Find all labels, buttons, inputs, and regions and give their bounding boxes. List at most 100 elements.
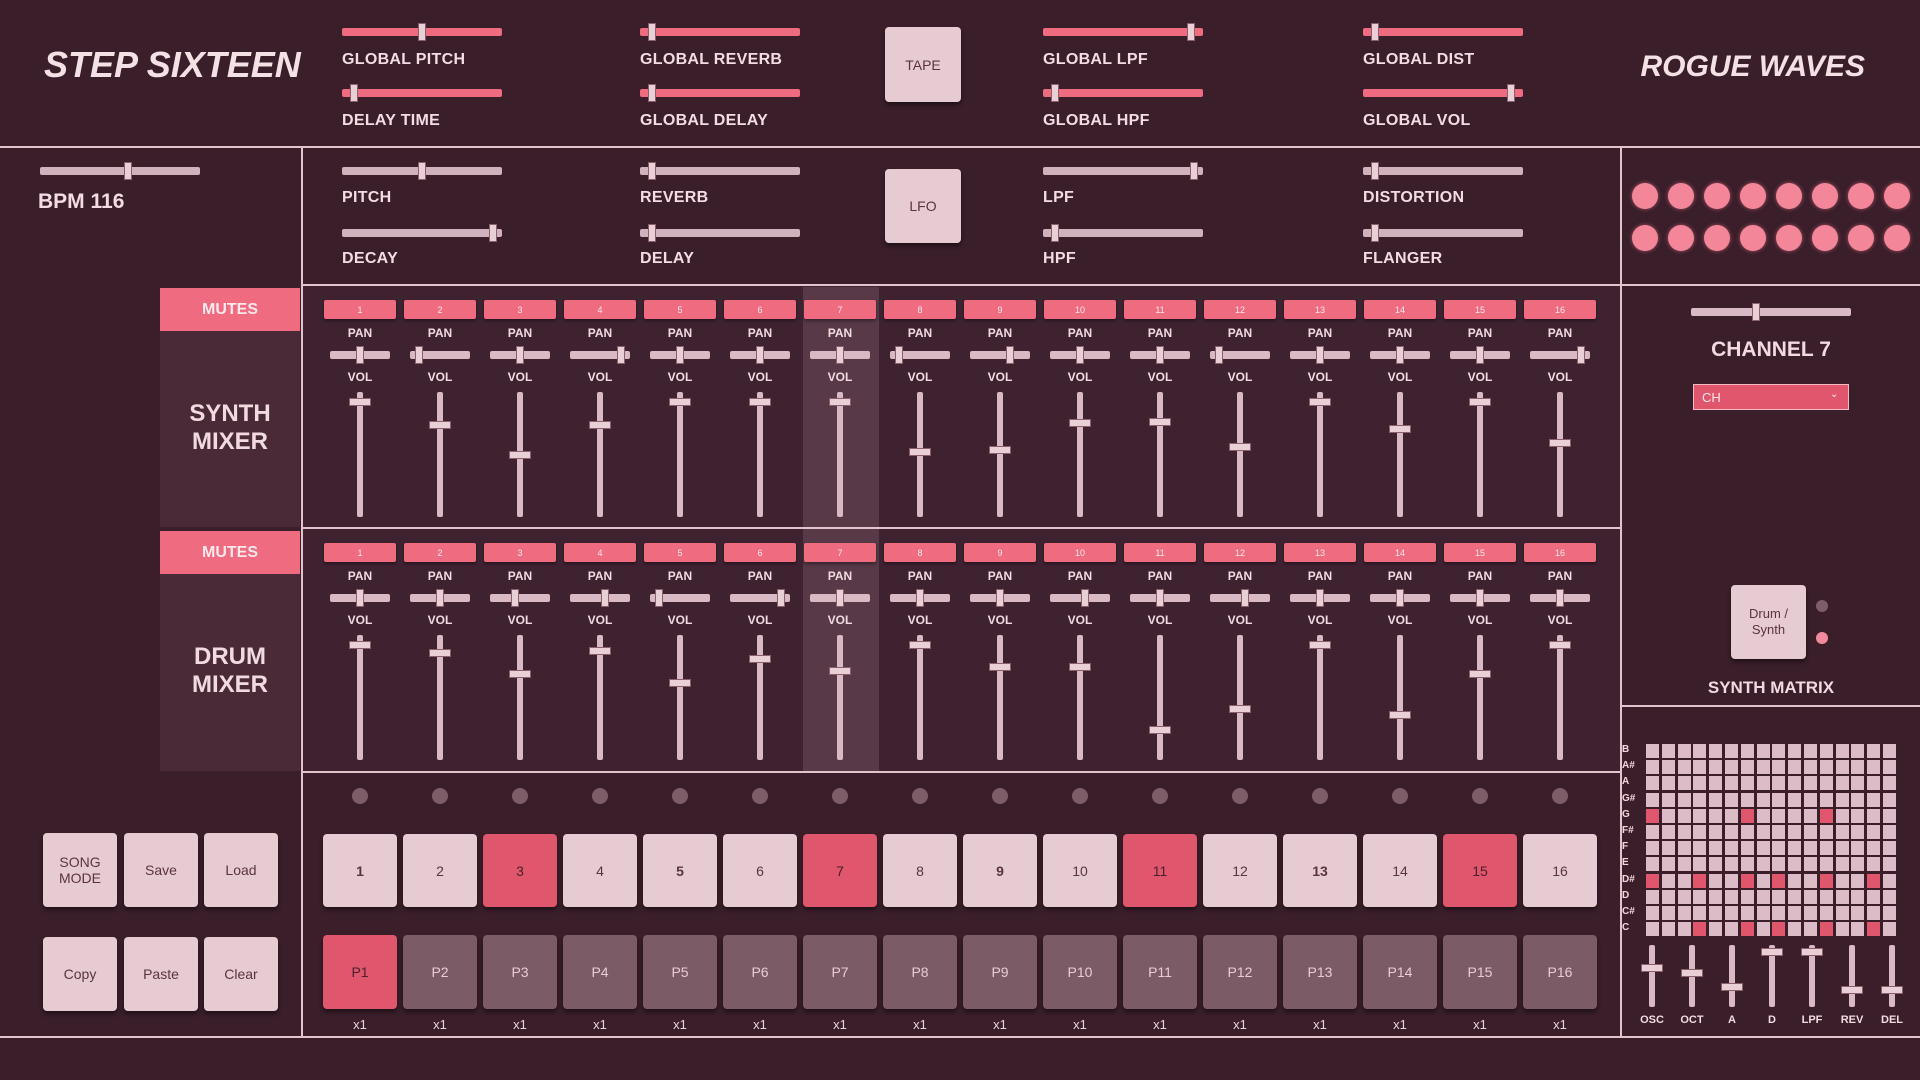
pattern-button[interactable]: P12 [1203, 935, 1277, 1009]
matrix-cell[interactable] [1725, 922, 1738, 937]
matrix-cell[interactable] [1693, 857, 1707, 872]
slider-thumb[interactable] [1050, 84, 1059, 102]
slider-thumb[interactable] [895, 346, 904, 364]
fader-track[interactable] [1237, 392, 1243, 517]
pattern-button[interactable]: P6 [723, 935, 797, 1009]
transport-button[interactable]: Copy [43, 937, 117, 1011]
matrix-cell[interactable] [1646, 906, 1659, 920]
step-button[interactable]: 14 [1363, 834, 1437, 907]
matrix-cell[interactable] [1835, 760, 1849, 775]
fader-thumb[interactable] [1309, 397, 1331, 406]
slider-thumb[interactable] [647, 23, 656, 41]
matrix-cell[interactable] [1646, 776, 1659, 791]
matrix-cell[interactable] [1851, 808, 1865, 823]
fader-track[interactable] [1077, 392, 1083, 517]
matrix-cell[interactable] [1661, 857, 1675, 872]
matrix-cell[interactable] [1677, 760, 1691, 775]
fader-thumb[interactable] [1801, 947, 1823, 956]
matrix-cell[interactable] [1883, 906, 1896, 920]
slider-thumb[interactable] [1576, 346, 1585, 364]
mute-button[interactable]: 15 [1444, 300, 1516, 319]
pattern-button[interactable]: P5 [643, 935, 717, 1009]
matrix-cell[interactable] [1788, 825, 1802, 839]
matrix-cell[interactable] [1867, 873, 1881, 888]
matrix-cell[interactable] [1819, 906, 1833, 920]
matrix-cell[interactable] [1867, 841, 1881, 856]
fader-track[interactable] [1237, 635, 1243, 760]
fader-thumb[interactable] [1721, 982, 1743, 991]
matrix-cell[interactable] [1661, 776, 1675, 791]
fader-thumb[interactable] [589, 646, 611, 655]
slider-thumb[interactable] [1190, 162, 1199, 180]
matrix-cell[interactable] [1867, 906, 1881, 920]
fader-thumb[interactable] [349, 397, 371, 406]
matrix-cell[interactable] [1788, 906, 1802, 920]
matrix-cell[interactable] [1835, 873, 1849, 888]
fader-thumb[interactable] [429, 649, 451, 658]
matrix-cell[interactable] [1788, 792, 1802, 807]
slider-thumb[interactable] [1396, 589, 1404, 607]
matrix-cell[interactable] [1851, 857, 1865, 872]
step-button[interactable]: 3 [483, 834, 557, 907]
fader-track[interactable] [1477, 392, 1483, 517]
matrix-cell[interactable] [1851, 922, 1865, 937]
slider-thumb[interactable] [418, 162, 426, 180]
global-slider[interactable] [1043, 28, 1203, 36]
slider-thumb[interactable] [1370, 162, 1379, 180]
matrix-cell[interactable] [1740, 808, 1754, 823]
fader-thumb[interactable] [829, 397, 851, 406]
mute-button[interactable]: 16 [1524, 543, 1596, 562]
lfo-slider[interactable] [640, 229, 800, 237]
matrix-cell[interactable] [1867, 889, 1881, 904]
matrix-cell[interactable] [1883, 825, 1896, 839]
step-button[interactable]: 4 [563, 834, 637, 907]
transport-button[interactable]: Paste [124, 937, 198, 1011]
slider-thumb[interactable] [1476, 589, 1484, 607]
fader-thumb[interactable] [909, 640, 931, 649]
matrix-cell[interactable] [1646, 825, 1659, 839]
slider-thumb[interactable] [1396, 346, 1404, 364]
matrix-cell[interactable] [1661, 841, 1675, 856]
matrix-cell[interactable] [1835, 776, 1849, 791]
matrix-cell[interactable] [1804, 825, 1817, 839]
matrix-cell[interactable] [1756, 922, 1770, 937]
step-button[interactable]: 2 [403, 834, 477, 907]
fader-track[interactable] [357, 635, 363, 760]
slider-thumb[interactable] [1006, 346, 1015, 364]
matrix-cell[interactable] [1661, 808, 1675, 823]
mutes-header[interactable]: MUTES [160, 531, 300, 574]
matrix-cell[interactable] [1851, 776, 1865, 791]
matrix-cell[interactable] [1709, 873, 1723, 888]
fader-track[interactable] [1477, 635, 1483, 760]
fader-thumb[interactable] [749, 397, 771, 406]
matrix-cell[interactable] [1867, 808, 1881, 823]
pan-slider[interactable] [650, 594, 710, 602]
slider-thumb[interactable] [776, 589, 785, 607]
transport-button[interactable]: Clear [204, 937, 278, 1011]
slider-thumb[interactable] [647, 224, 656, 242]
fader-track[interactable] [1397, 635, 1403, 760]
matrix-cell[interactable] [1788, 922, 1802, 937]
matrix-cell[interactable] [1646, 808, 1659, 823]
slider-thumb[interactable] [647, 84, 656, 102]
pattern-button[interactable]: P11 [1123, 935, 1197, 1009]
matrix-cell[interactable] [1851, 841, 1865, 856]
matrix-cell[interactable] [1819, 825, 1833, 839]
mute-button[interactable]: 10 [1044, 300, 1116, 319]
slider-thumb[interactable] [601, 589, 610, 607]
matrix-cell[interactable] [1693, 873, 1707, 888]
slider-thumb[interactable] [415, 346, 424, 364]
matrix-cell[interactable] [1883, 744, 1896, 758]
pan-slider[interactable] [1210, 594, 1270, 602]
matrix-cell[interactable] [1819, 873, 1833, 888]
matrix-cell[interactable] [1819, 792, 1833, 807]
matrix-cell[interactable] [1867, 922, 1881, 937]
global-slider[interactable] [640, 89, 800, 97]
pattern-button[interactable]: P4 [563, 935, 637, 1009]
matrix-cell[interactable] [1835, 841, 1849, 856]
mute-button[interactable]: 5 [644, 300, 716, 319]
fader-thumb[interactable] [349, 640, 371, 649]
slider-thumb[interactable] [676, 346, 684, 364]
step-button[interactable]: 13 [1283, 834, 1357, 907]
mute-button[interactable]: 7 [804, 300, 876, 319]
